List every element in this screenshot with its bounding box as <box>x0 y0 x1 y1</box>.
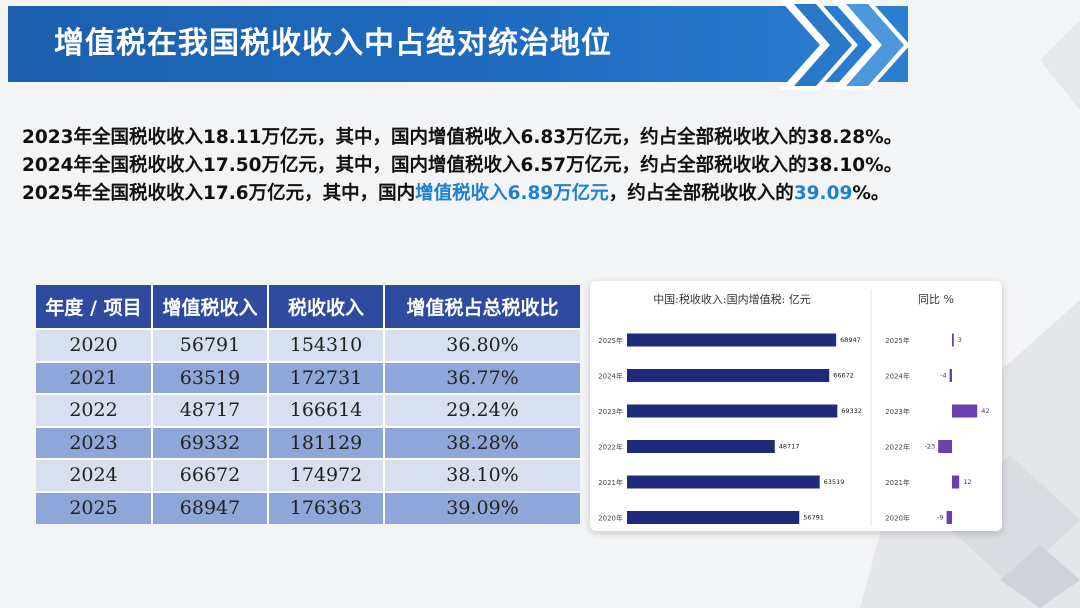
tick-label: 2023年 <box>885 407 910 416</box>
bar <box>946 511 952 524</box>
summary-text: 2023年全国税收收入18.11万亿元，其中，国内增值税收入6.83万亿元，约占… <box>22 124 1072 208</box>
table-cell: 2022 <box>36 393 153 427</box>
charts-svg: 中国:税收收入:国内增值税: 亿元 同比 % 2025年 68947 2024年 66… <box>598 289 989 525</box>
summary-line-2023: 2023年全国税收收入18.11万亿元，其中，国内增值税收入6.83万亿元，约占… <box>22 127 903 148</box>
table-cell: 29.24% <box>384 393 580 427</box>
summary-line-2025-b: ，约占全部税收收入的 <box>608 183 794 204</box>
data-label: 3 <box>958 336 962 344</box>
bar <box>952 333 954 347</box>
data-label: 12 <box>963 478 971 486</box>
table-cell: 2024 <box>36 458 153 492</box>
data-label: -23 <box>925 443 936 451</box>
bar <box>949 369 952 382</box>
chart-card: 中国:税收收入:国内增值税: 亿元 同比 % 2025年 68947 2024年 66… <box>590 281 1002 531</box>
table-cell: 181129 <box>268 425 385 459</box>
tick-label: 2024年 <box>598 372 623 381</box>
table-cell: 38.10% <box>384 458 580 492</box>
chart-title-vat: 中国:税收收入:国内增值税: 亿元 <box>653 292 811 306</box>
table-cell: 36.80% <box>384 328 580 362</box>
vat-bar-chart: 2025年 68947 2024年 66672 2023年 69332 2022年 48717… <box>598 333 862 524</box>
chart-title-yoy: 同比 % <box>918 293 954 306</box>
table-cell: 172731 <box>268 360 385 394</box>
table-row: 2022 48717 166614 29.24% <box>36 393 580 427</box>
tick-label: 2025年 <box>598 336 623 345</box>
data-label: 48717 <box>779 443 800 451</box>
bar <box>627 404 838 418</box>
table-cell: 56791 <box>152 328 269 362</box>
data-label: -4 <box>940 372 946 380</box>
table-cell: 2025 <box>36 490 153 524</box>
tick-label: 2022年 <box>598 443 623 452</box>
column-header-tax: 税收收入 <box>268 285 385 329</box>
table-row: 2025 68947 176363 39.09% <box>36 490 580 524</box>
yoy-bar-chart: 2025年 3 2024年 -4 2023年 42 2022年 -23 2021年 12 2020年… <box>885 333 989 524</box>
data-label: 42 <box>981 407 989 415</box>
table-cell: 2023 <box>36 425 153 459</box>
summary-highlight-ratio: 39.09 <box>793 183 853 204</box>
page-title: 增值税在我国税收收入中占绝对统治地位 <box>54 26 612 61</box>
data-label: 66672 <box>833 372 854 380</box>
chevron-arrows-icon <box>780 0 910 90</box>
table-cell: 69332 <box>152 425 269 459</box>
summary-line-2025-c: %。 <box>852 183 890 204</box>
table-cell: 2021 <box>36 360 153 394</box>
bar <box>627 475 820 489</box>
table-cell: 36.77% <box>384 360 580 394</box>
table-cell: 48717 <box>152 393 269 427</box>
data-label: -9 <box>937 514 943 522</box>
bar <box>627 511 800 524</box>
table-cell: 166614 <box>268 393 385 427</box>
bar <box>952 404 978 418</box>
vat-table-container: 年度 / 项目 增值税收入 税收收入 增值税占总税收比 2020 56791 1… <box>36 285 580 524</box>
table-row: 2023 69332 181129 38.28% <box>36 425 580 459</box>
summary-line-2024: 2024年全国税收收入17.50万亿元，其中，国内增值税收入6.57万亿元，约占… <box>22 155 903 176</box>
table-cell: 39.09% <box>384 490 580 524</box>
data-label: 68947 <box>840 336 861 344</box>
tick-label: 2025年 <box>885 336 910 345</box>
tick-label: 2023年 <box>598 407 623 416</box>
column-header-vat: 增值税收入 <box>152 285 269 329</box>
tick-label: 2020年 <box>598 514 623 523</box>
table-cell: 68947 <box>152 490 269 524</box>
table-cell: 154310 <box>268 328 385 362</box>
table-row: 2024 66672 174972 38.10% <box>36 458 580 492</box>
bar <box>938 440 952 453</box>
column-header-year: 年度 / 项目 <box>36 285 153 329</box>
data-label: 56791 <box>803 514 824 522</box>
table-header-row: 年度 / 项目 增值税收入 税收收入 增值税占总税收比 <box>36 285 580 329</box>
title-banner <box>8 6 908 82</box>
table-cell: 176363 <box>268 490 385 524</box>
data-label: 63519 <box>824 478 845 486</box>
bar <box>627 440 775 453</box>
summary-highlight-vat: 增值税收入6.89万亿元 <box>415 183 609 204</box>
table-cell: 63519 <box>152 360 269 394</box>
summary-line-2025-a: 2025年全国税收收入17.6万亿元，其中，国内 <box>22 183 416 204</box>
bar <box>627 333 837 347</box>
tick-label: 2021年 <box>598 478 623 487</box>
tick-label: 2022年 <box>885 443 910 452</box>
table-row: 2020 56791 154310 36.80% <box>36 328 580 362</box>
tick-label: 2024年 <box>885 372 910 381</box>
bar <box>627 369 830 382</box>
table-cell: 2020 <box>36 328 153 362</box>
tick-label: 2020年 <box>885 514 910 523</box>
column-header-ratio: 增值税占总税收比 <box>384 285 580 329</box>
bar <box>952 475 960 489</box>
tick-label: 2021年 <box>885 478 910 487</box>
table-row: 2021 63519 172731 36.77% <box>36 360 580 394</box>
table-cell: 174972 <box>268 458 385 492</box>
vat-table: 年度 / 项目 增值税收入 税收收入 增值税占总税收比 2020 56791 1… <box>36 285 580 524</box>
summary-line-2025: 2025年全国税收收入17.6万亿元，其中，国内增值税收入6.89万亿元，约占全… <box>22 180 1072 208</box>
data-label: 69332 <box>841 407 862 415</box>
table-cell: 66672 <box>152 458 269 492</box>
table-cell: 38.28% <box>384 425 580 459</box>
